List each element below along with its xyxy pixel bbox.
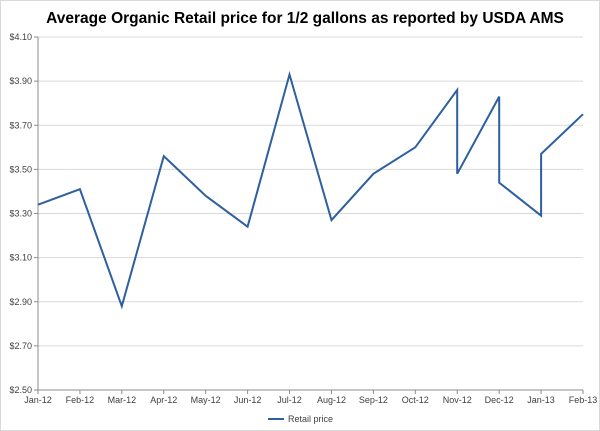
- y-tick-label: $3.90: [9, 76, 32, 86]
- gridlines: [38, 36, 583, 391]
- series-line-retail-price: [37, 70, 584, 310]
- x-tick-label: Dec-12: [485, 395, 514, 405]
- y-tick-label: $3.50: [9, 164, 32, 174]
- x-tick-label: Feb-12: [66, 395, 95, 405]
- x-tick-label: Nov-12: [443, 395, 472, 405]
- legend: Retail price: [268, 414, 333, 424]
- y-tick-label: $2.50: [9, 385, 32, 395]
- y-tick-label: $4.10: [9, 32, 32, 42]
- x-tick-label: Apr-12: [150, 395, 177, 405]
- y-tick-label: $2.70: [9, 341, 32, 351]
- y-tick-label: $3.70: [9, 120, 32, 130]
- x-tick-labels: Jan-12 Feb-12 Mar-12 Apr-12 May-12 Jun-12 Jul-…: [24, 395, 597, 405]
- x-tick-label: Aug-12: [317, 395, 346, 405]
- x-tick-label: Jul-12: [277, 395, 302, 405]
- chart-title: Average Organic Retail price for 1/2 gal…: [46, 10, 564, 27]
- series-layer: [37, 70, 584, 310]
- x-tick-label: Oct-12: [402, 395, 429, 405]
- axes: [34, 36, 584, 394]
- y-tick-label: $2.90: [9, 297, 32, 307]
- x-tick-label: Jun-12: [234, 395, 262, 405]
- x-tick-label: May-12: [191, 395, 221, 405]
- x-tick-label: Jan-12: [24, 395, 52, 405]
- legend-label-retail-price: Retail price: [288, 414, 333, 424]
- x-tick-label: Sep-12: [359, 395, 388, 405]
- x-tick-label: Mar-12: [108, 395, 137, 405]
- x-tick-label: Feb-13: [569, 395, 598, 405]
- x-tick-label: Jan-13: [527, 395, 555, 405]
- y-tick-labels: $2.50 $2.70 $2.90 $3.10 $3.30 $3.50 $3.70 $3.90…: [9, 32, 32, 395]
- y-tick-label: $3.10: [9, 253, 32, 263]
- y-tick-label: $3.30: [9, 209, 32, 219]
